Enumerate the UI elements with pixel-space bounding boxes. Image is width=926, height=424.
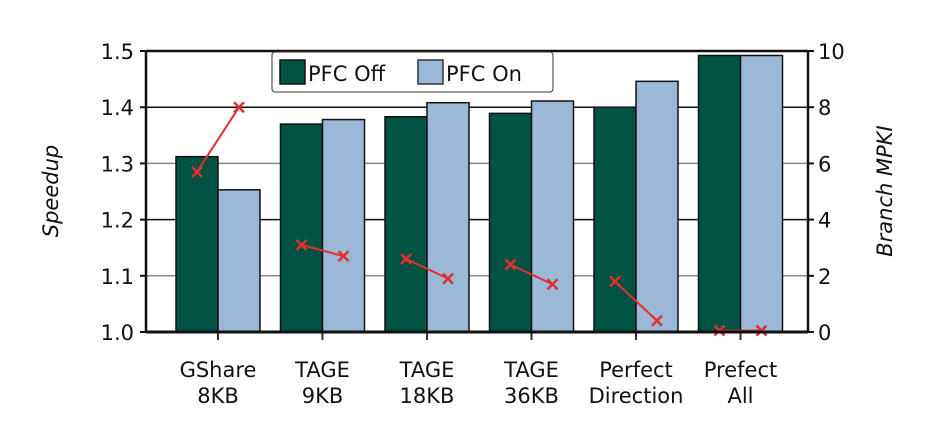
legend-swatch-pfc-off xyxy=(279,59,306,85)
x-tick-label: TAGE xyxy=(294,358,350,382)
mpki-line-segment xyxy=(301,243,344,258)
y-axis-label: Speedup xyxy=(39,145,63,237)
bar-pfc-off xyxy=(384,116,428,333)
y2-tick-label: 6 xyxy=(818,152,831,176)
mpki-marker xyxy=(337,250,350,263)
mpki-lines xyxy=(191,101,768,337)
legend: PFC Off PFC On xyxy=(271,51,554,93)
x-tick-label: 18KB xyxy=(400,384,455,408)
bar-pfc-off xyxy=(175,155,219,333)
marker-stroke xyxy=(337,250,350,263)
mpki-marker xyxy=(295,239,308,251)
y-tick-label: 1.5 xyxy=(101,40,134,64)
bar-pfc-off xyxy=(697,54,742,333)
mpki-line-segment xyxy=(196,106,240,173)
axes: 1.01.11.21.31.41.50246810GShare8KBTAGE9K… xyxy=(101,40,845,408)
bar-pfc-on xyxy=(217,189,261,333)
x-tick-label: TAGE xyxy=(503,358,559,382)
mpki-line-segment xyxy=(510,263,553,286)
y-tick-label: 1.4 xyxy=(101,96,134,120)
x-tick-label: GShare xyxy=(180,358,257,382)
x-tick-label: All xyxy=(727,384,753,408)
mpki-marker xyxy=(504,258,517,271)
mpki-marker xyxy=(546,278,559,291)
x-tick-label: Prefect xyxy=(704,358,777,382)
x-tick-label: 36KB xyxy=(504,384,559,408)
x-tick-label: Direction xyxy=(589,384,684,408)
bar-pfc-on xyxy=(321,118,366,333)
y2-axis-label: Branch MPKI xyxy=(873,125,897,257)
mpki-marker xyxy=(442,272,454,285)
bar-pfc-on xyxy=(426,101,470,333)
legend-label-pfc-on: PFC On xyxy=(446,62,522,86)
bar-pfc-on xyxy=(530,100,575,333)
y2-tick-label: 8 xyxy=(818,96,831,120)
mpki-line-segment xyxy=(614,280,658,322)
marker-stroke xyxy=(442,272,454,285)
bar-pfc-on xyxy=(635,80,679,333)
x-tick-label: 9KB xyxy=(302,384,344,408)
legend-label-pfc-off: PFC Off xyxy=(308,62,386,86)
y2-tick-label: 0 xyxy=(818,321,831,345)
marker-stroke xyxy=(233,101,245,114)
marker-stroke xyxy=(295,239,308,251)
y-tick-label: 1.2 xyxy=(101,209,134,233)
bar-pfc-off xyxy=(279,123,324,333)
marker-stroke xyxy=(651,314,663,327)
bar-pfc-on xyxy=(739,54,784,333)
mpki-marker xyxy=(191,165,203,178)
bar-pfc-off xyxy=(488,112,533,333)
y2-tick-label: 10 xyxy=(818,40,845,64)
mpki-line-segment xyxy=(405,258,449,280)
bars xyxy=(175,54,784,333)
x-tick-label: TAGE xyxy=(399,358,455,382)
bar-pfc-off xyxy=(593,106,637,333)
marker-stroke xyxy=(609,275,621,288)
marker-stroke xyxy=(400,253,412,265)
marker-stroke xyxy=(191,165,203,178)
mpki-marker xyxy=(233,101,245,114)
mpki-marker xyxy=(609,275,621,288)
x-tick-label: Perfect xyxy=(599,358,673,382)
mpki-marker xyxy=(400,253,412,265)
x-tick-label: 8KB xyxy=(197,384,239,408)
legend-box xyxy=(271,51,554,93)
y-tick-label: 1.3 xyxy=(101,152,134,176)
marker-stroke xyxy=(504,258,517,271)
marker-stroke xyxy=(546,278,559,291)
y2-tick-label: 4 xyxy=(818,209,831,233)
legend-swatch-pfc-on xyxy=(417,59,444,85)
mpki-marker xyxy=(651,314,663,327)
y2-tick-label: 2 xyxy=(818,265,831,289)
y-tick-label: 1.0 xyxy=(101,321,134,345)
y-tick-label: 1.1 xyxy=(101,265,134,289)
